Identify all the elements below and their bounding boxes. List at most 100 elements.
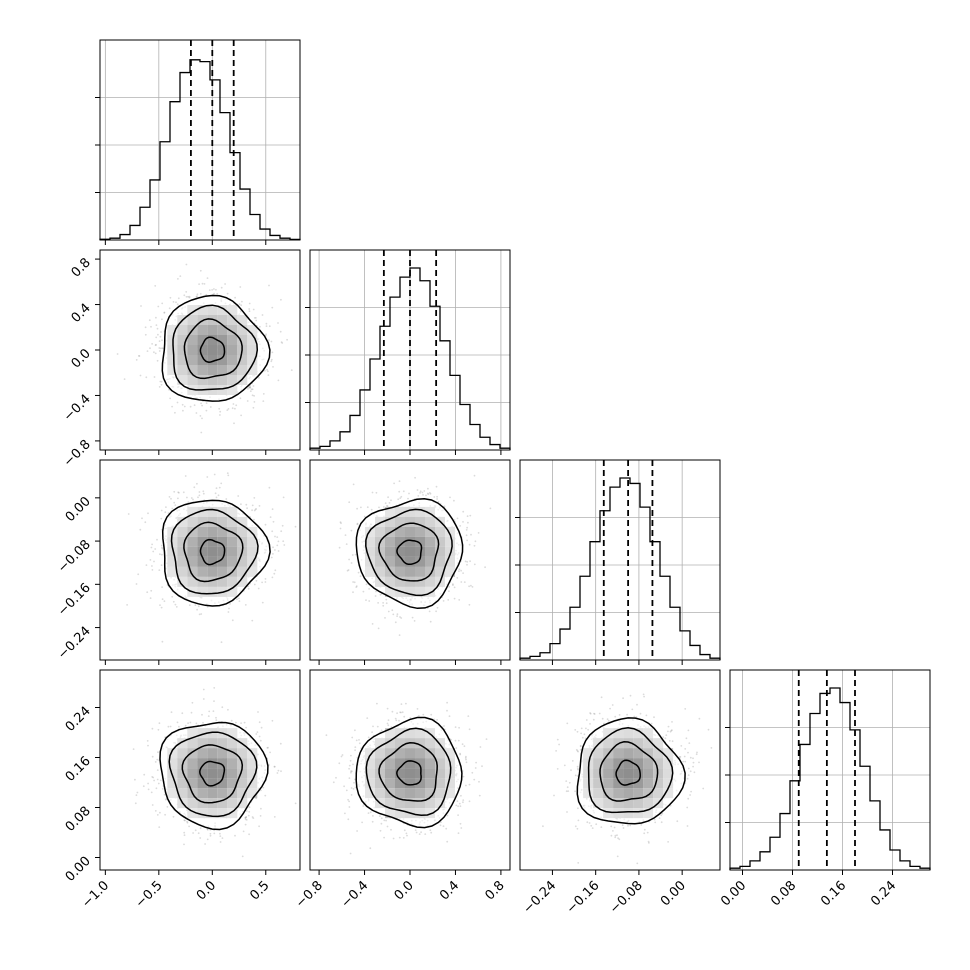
scatter-point [201, 404, 204, 407]
scatter-point [282, 540, 285, 543]
scatter-point [281, 524, 284, 527]
scatter-point [248, 308, 251, 310]
scatter-point [150, 589, 153, 592]
scatter-point [172, 301, 175, 303]
scatter-point [232, 403, 235, 405]
scatter-point [268, 325, 271, 328]
scatter-point [261, 581, 263, 584]
scatter-point [453, 597, 456, 600]
scatter-point [277, 550, 280, 552]
scatter-point [150, 546, 153, 549]
scatter-point [186, 821, 189, 824]
scatter-point [249, 386, 252, 389]
scatter-point [159, 347, 162, 350]
scatter-point [241, 300, 243, 303]
scatter-point [184, 819, 186, 822]
scatter-point [188, 296, 191, 299]
scatter-point [244, 823, 247, 826]
scatter-point [197, 832, 200, 835]
scatter-point [456, 577, 459, 579]
scatter-point [258, 377, 260, 379]
scatter-point [436, 498, 438, 500]
scatter-point [466, 539, 468, 542]
scatter-point [205, 409, 208, 412]
scatter-point [170, 497, 172, 500]
scatter-point [271, 508, 274, 511]
scatter-point [489, 507, 492, 510]
scatter-point [255, 317, 257, 319]
scatter-point [214, 492, 217, 495]
scatter-point [386, 505, 388, 507]
scatter-point [155, 336, 158, 339]
scatter-point [465, 534, 468, 537]
scatter-point [246, 507, 249, 510]
scatter-point [252, 406, 255, 409]
scatter-point [399, 497, 402, 499]
scatter-point [256, 731, 259, 733]
scatter-point [466, 561, 469, 563]
scatter-point [188, 295, 191, 298]
scatter-point [443, 505, 446, 508]
scatter-point [255, 319, 258, 322]
scatter-point [245, 503, 248, 506]
scatter-point [158, 340, 161, 342]
scatter-point [150, 791, 153, 794]
scatter-point [135, 583, 138, 585]
scatter-point [429, 492, 432, 495]
scatter-point [200, 402, 203, 405]
scatter-point [392, 613, 395, 616]
scatter-point [209, 406, 212, 408]
scatter-point [158, 350, 161, 352]
scatter-point [154, 548, 157, 550]
scatter-point [178, 725, 180, 728]
scatter-point [146, 591, 149, 594]
scatter-point [248, 310, 251, 313]
scatter-point [215, 719, 218, 721]
scatter-point [447, 599, 450, 601]
scatter-point [157, 751, 159, 754]
scatter-point [156, 359, 159, 362]
contour-line [183, 521, 244, 583]
scatter-point [398, 634, 401, 636]
scatter-point [143, 773, 146, 776]
scatter-point [428, 491, 431, 494]
scatter-point [251, 504, 254, 507]
scatter-point [169, 296, 172, 299]
scatter-point [244, 604, 247, 606]
scatter-point [353, 581, 356, 584]
scatter-point [154, 352, 157, 355]
scatter-point [270, 556, 273, 559]
scatter-point [194, 604, 197, 607]
scatter-point [161, 302, 164, 305]
scatter-point [163, 312, 166, 314]
scatter-point [234, 296, 237, 299]
scatter-point [185, 263, 188, 266]
scatter-point [138, 355, 141, 357]
scatter-point [371, 623, 374, 625]
contour-line [199, 336, 226, 363]
scatter-point [176, 401, 179, 404]
scatter-point [265, 322, 268, 325]
scatter-point [377, 627, 380, 630]
scatter-point [244, 818, 247, 821]
scatter-point [398, 480, 401, 483]
scatter-point [253, 317, 256, 319]
scatter-point [387, 610, 390, 613]
scatter-point [468, 543, 471, 546]
scatter-point [473, 563, 476, 566]
scatter-point [251, 394, 254, 397]
scatter-point [135, 794, 138, 797]
panel-frame [729, 669, 931, 871]
histogram-step [99, 59, 301, 241]
contour-line [161, 499, 271, 607]
scatter-point [348, 558, 350, 561]
scatter-point [203, 283, 206, 285]
scatter-point [187, 722, 190, 725]
scatter-point [427, 493, 430, 495]
scatter-point [386, 505, 389, 507]
scatter-point [159, 335, 162, 338]
scatter-point [186, 496, 188, 499]
scatter-point [237, 495, 240, 497]
scatter-point [158, 826, 161, 828]
